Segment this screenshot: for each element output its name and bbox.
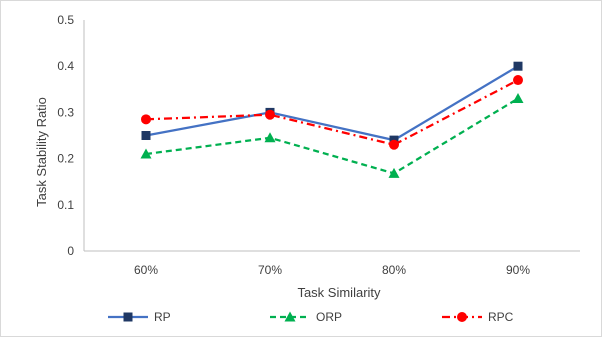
y-tick-labels: 0 0.1 0.2 0.3 0.4 0.5 (57, 13, 74, 258)
series-rp (141, 61, 523, 145)
y-tick-label: 0.3 (57, 105, 74, 119)
series-layer (140, 61, 524, 178)
series-orp (140, 93, 524, 178)
legend-marker (457, 312, 467, 322)
y-axis-title: Task Stability Ratio (34, 97, 49, 207)
y-tick-label: 0.5 (57, 13, 74, 27)
data-point-rp (513, 61, 523, 71)
data-point-orp (512, 93, 524, 104)
y-tick-label: 0.4 (57, 59, 74, 73)
x-tick-label: 90% (506, 263, 530, 277)
data-point-rp (141, 131, 151, 140)
legend-marker (123, 312, 133, 322)
series-line-rp (145, 65, 519, 142)
legend-item-rpc: RPC (442, 310, 514, 324)
legend-marker (284, 311, 296, 322)
series-rpc (141, 75, 523, 150)
data-point-rpc (141, 114, 151, 125)
legend-label: RP (154, 310, 171, 324)
data-point-rpc (389, 139, 399, 150)
data-point-orp (140, 148, 152, 159)
series-line-rpc (145, 79, 519, 146)
y-tick-label: 0.1 (57, 198, 74, 212)
x-tick-labels: 60% 70% 80% 90% (134, 263, 530, 277)
x-axis-title: Task Similarity (297, 285, 381, 300)
data-point-rpc (265, 109, 275, 120)
x-tick-label: 70% (258, 263, 282, 277)
x-tick-label: 80% (382, 263, 406, 277)
y-tick-label: 0.2 (57, 152, 74, 166)
data-point-rpc (513, 75, 523, 86)
data-point-orp (388, 167, 400, 178)
x-tick-label: 60% (134, 263, 158, 277)
legend-label: RPC (488, 310, 514, 324)
y-tick-label: 0 (67, 244, 74, 258)
legend: RP ORP RPC (108, 310, 514, 324)
series-line-orp (145, 97, 519, 175)
legend-item-orp: ORP (270, 310, 342, 324)
data-point-orp (264, 132, 276, 143)
legend-item-rp: RP (108, 310, 171, 324)
legend-label: ORP (316, 310, 342, 324)
